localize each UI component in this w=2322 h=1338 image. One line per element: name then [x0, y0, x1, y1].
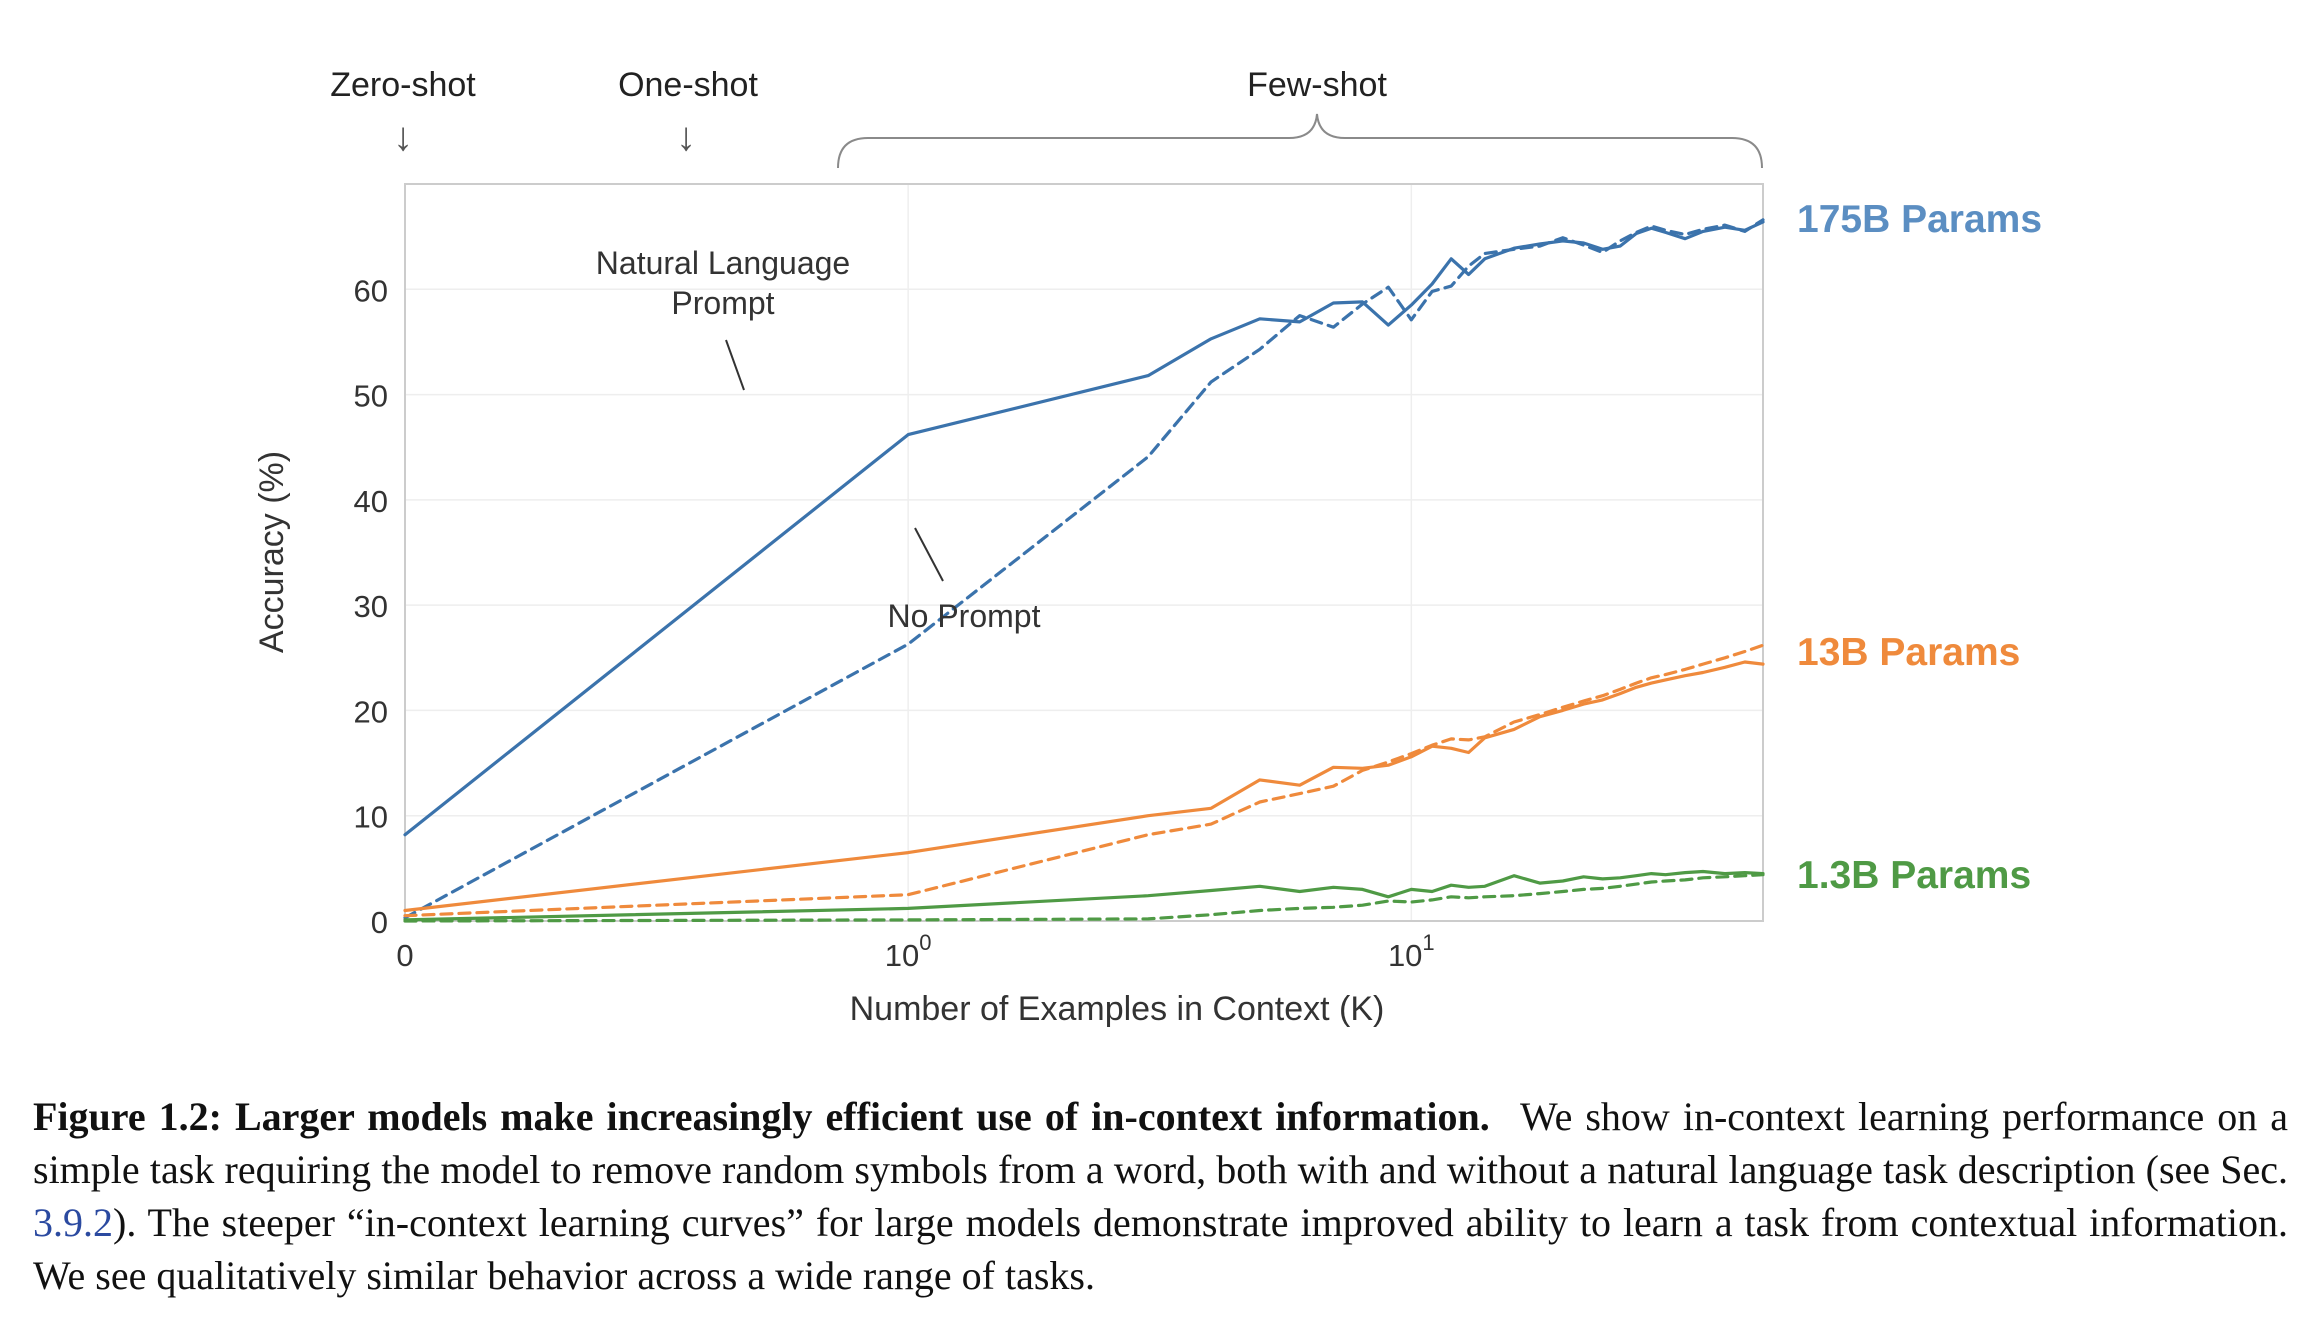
few-shot-label: Few-shot [1247, 66, 1387, 104]
x-tick-label: 101 [1388, 930, 1435, 973]
y-tick-label: 10 [354, 800, 388, 835]
y-tick-label: 60 [354, 273, 388, 308]
annotation-no-prompt: No Prompt [888, 598, 1041, 634]
annotation-natural-language: Natural Language [596, 245, 850, 281]
series-line-p1_3b-dashed [403, 873, 1765, 923]
caption-title: Figure 1.2: Larger models make increasin… [33, 1094, 1490, 1139]
y-tick-labels: 0 10 20 30 40 50 60 [354, 273, 388, 940]
series-line-p1_3b-solid [403, 869, 1765, 922]
y-tick-label: 30 [354, 589, 388, 624]
x-tick-label: 100 [885, 930, 932, 973]
one-shot-arrow-icon: ↓ [676, 115, 696, 159]
y-tick-label: 20 [354, 694, 388, 729]
zero-shot-arrow-icon: ↓ [393, 115, 413, 159]
y-tick-label: 50 [354, 379, 388, 414]
annotation-leader-natural-language [725, 339, 745, 391]
annotation-leader-no-prompt [914, 527, 944, 582]
caption-section-link[interactable]: 3.9.2 [33, 1200, 113, 1245]
caption-body-part2: ). The steeper “in-context learning curv… [33, 1200, 2288, 1298]
x-tick-labels: 0 100 101 [396, 930, 1434, 973]
x-tick-label: 0 [396, 938, 413, 973]
series-lines [403, 218, 1765, 923]
label-13b-params: 13B Params [1797, 631, 2020, 674]
y-tick-label: 40 [354, 484, 388, 519]
accuracy-chart: 0 10 20 30 40 50 60 0 100 101 Number of Examples… [253, 66, 2042, 1028]
label-175b-params: 175B Params [1797, 198, 2042, 241]
caption-body-part1: We show in-context learning performance … [33, 1094, 2289, 1192]
one-shot-label: One-shot [618, 66, 758, 104]
y-tick-label: 0 [371, 905, 388, 940]
figure-caption: Figure 1.2: Larger models make increasin… [33, 1090, 2288, 1302]
x-axis-label: Number of Examples in Context (K) [850, 990, 1385, 1028]
few-shot-brace-icon [837, 113, 1763, 169]
label-1-3b-params: 1.3B Params [1797, 854, 2031, 897]
plot-area-border [404, 183, 1764, 922]
annotation-prompt: Prompt [671, 285, 774, 321]
grid-lines [405, 184, 1763, 921]
series-line-p13b-solid [403, 660, 1765, 913]
series-line-p13b-dashed [403, 643, 1765, 918]
series-line-p175b-solid [403, 220, 1765, 837]
series-line-p175b-dashed [403, 218, 1765, 920]
y-axis-label: Accuracy (%) [253, 451, 291, 653]
zero-shot-label: Zero-shot [330, 66, 476, 104]
